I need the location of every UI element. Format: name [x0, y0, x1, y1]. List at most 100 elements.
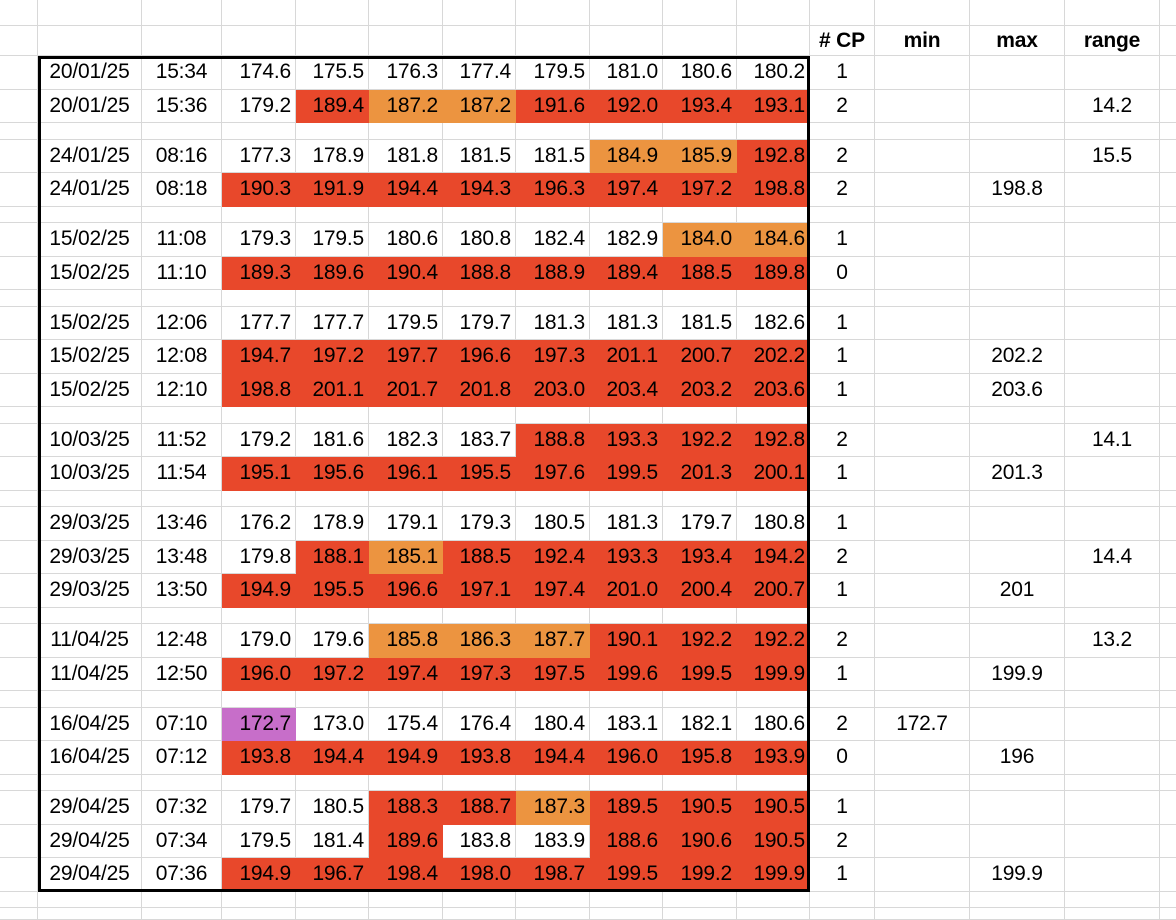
- cell-value[interactable]: 176.2: [222, 507, 296, 541]
- grid-cell[interactable]: [663, 206, 737, 223]
- grid-cell[interactable]: [590, 691, 663, 708]
- cell-range[interactable]: [1065, 306, 1160, 340]
- cell-time[interactable]: 07:32: [142, 791, 222, 825]
- grid-cell[interactable]: [0, 290, 38, 307]
- grid-cell[interactable]: [737, 774, 810, 791]
- grid-cell[interactable]: [590, 774, 663, 791]
- grid-cell[interactable]: [875, 908, 970, 920]
- cell-time[interactable]: 08:18: [142, 173, 222, 207]
- grid-cell[interactable]: [443, 607, 516, 624]
- grid-cell[interactable]: [0, 707, 38, 741]
- cell-value[interactable]: 189.4: [296, 89, 369, 123]
- cell-date[interactable]: 29/03/25: [38, 540, 142, 574]
- cell-date[interactable]: 20/01/25: [38, 89, 142, 123]
- cell-value[interactable]: 188.9: [516, 256, 590, 290]
- grid-cell[interactable]: [296, 490, 369, 507]
- grid-cell[interactable]: [1065, 691, 1160, 708]
- grid-cell[interactable]: [516, 908, 590, 920]
- grid-cell[interactable]: [810, 290, 875, 307]
- cell-value[interactable]: 179.2: [222, 89, 296, 123]
- cell-date[interactable]: 11/04/25: [38, 624, 142, 658]
- cell-range[interactable]: [1065, 707, 1160, 741]
- cell-range[interactable]: 14.2: [1065, 89, 1160, 123]
- grid-cell[interactable]: [0, 891, 38, 908]
- grid-cell[interactable]: [296, 407, 369, 424]
- grid-cell[interactable]: [737, 26, 810, 56]
- grid-cell[interactable]: [369, 290, 443, 307]
- grid-cell[interactable]: [369, 607, 443, 624]
- grid-cell[interactable]: [0, 490, 38, 507]
- cell-value[interactable]: 190.1: [590, 624, 663, 658]
- grid-cell[interactable]: [0, 173, 38, 207]
- cell-max[interactable]: 199.9: [970, 657, 1065, 691]
- cell-value[interactable]: 188.5: [663, 256, 737, 290]
- grid-cell[interactable]: [38, 0, 142, 26]
- grid-cell[interactable]: [737, 206, 810, 223]
- grid-cell[interactable]: [1065, 206, 1160, 223]
- cell-max[interactable]: 201: [970, 574, 1065, 608]
- cell-date[interactable]: 10/03/25: [38, 423, 142, 457]
- grid-cell[interactable]: [516, 774, 590, 791]
- cell-value[interactable]: 179.6: [296, 624, 369, 658]
- cell-value[interactable]: 179.7: [222, 791, 296, 825]
- cell-value[interactable]: 189.3: [222, 256, 296, 290]
- cell-range[interactable]: 14.1: [1065, 423, 1160, 457]
- grid-cell[interactable]: [516, 691, 590, 708]
- grid-cell[interactable]: [222, 26, 296, 56]
- grid-cell[interactable]: [516, 206, 590, 223]
- cell-time[interactable]: 13:48: [142, 540, 222, 574]
- cell-value[interactable]: 189.8: [737, 256, 810, 290]
- cell-min[interactable]: [875, 574, 970, 608]
- grid-cell[interactable]: [663, 26, 737, 56]
- cell-cp[interactable]: 1: [810, 574, 875, 608]
- cell-value[interactable]: 199.5: [663, 657, 737, 691]
- grid-cell[interactable]: [443, 206, 516, 223]
- cell-min[interactable]: [875, 56, 970, 90]
- grid-cell[interactable]: [1160, 491, 1176, 507]
- cell-min[interactable]: [875, 540, 970, 574]
- grid-cell[interactable]: [810, 407, 875, 424]
- cell-cp[interactable]: 0: [810, 741, 875, 775]
- cell-value[interactable]: 197.6: [516, 457, 590, 491]
- cell-value[interactable]: 174.6: [222, 56, 296, 90]
- cell-value[interactable]: 182.1: [663, 707, 737, 741]
- cell-value[interactable]: 197.3: [443, 657, 516, 691]
- grid-cell[interactable]: [875, 691, 970, 708]
- cell-value[interactable]: 195.5: [443, 457, 516, 491]
- grid-cell[interactable]: [590, 26, 663, 56]
- cell-max[interactable]: [970, 707, 1065, 741]
- grid-cell[interactable]: [0, 457, 38, 491]
- grid-cell[interactable]: [296, 891, 369, 908]
- cell-value[interactable]: 189.5: [590, 791, 663, 825]
- cell-value[interactable]: 192.2: [663, 423, 737, 457]
- grid-cell[interactable]: [737, 290, 810, 307]
- cell-cp[interactable]: 1: [810, 306, 875, 340]
- cell-date[interactable]: 11/04/25: [38, 657, 142, 691]
- grid-cell[interactable]: [590, 908, 663, 920]
- grid-cell[interactable]: [142, 774, 222, 791]
- cell-value[interactable]: 197.4: [516, 574, 590, 608]
- cell-value[interactable]: 183.1: [590, 707, 663, 741]
- cell-value[interactable]: 200.7: [737, 574, 810, 608]
- grid-cell[interactable]: [737, 0, 810, 26]
- grid-cell[interactable]: [443, 26, 516, 56]
- grid-cell[interactable]: [0, 26, 38, 56]
- grid-cell[interactable]: [443, 891, 516, 908]
- cell-value[interactable]: 185.8: [369, 624, 443, 658]
- cell-value[interactable]: 181.5: [443, 139, 516, 173]
- cell-value[interactable]: 195.6: [296, 457, 369, 491]
- grid-cell[interactable]: [443, 407, 516, 424]
- grid-cell[interactable]: [0, 223, 38, 257]
- cell-value[interactable]: 198.0: [443, 858, 516, 892]
- cell-range[interactable]: [1065, 373, 1160, 407]
- grid-cell[interactable]: [590, 290, 663, 307]
- grid-cell[interactable]: [810, 206, 875, 223]
- cell-date[interactable]: 15/02/25: [38, 373, 142, 407]
- grid-cell[interactable]: [1160, 140, 1176, 173]
- grid-cell[interactable]: [1160, 56, 1176, 90]
- cell-value[interactable]: 177.4: [443, 56, 516, 90]
- cell-value[interactable]: 198.8: [222, 373, 296, 407]
- grid-cell[interactable]: [142, 290, 222, 307]
- cell-value[interactable]: 194.9: [222, 858, 296, 892]
- grid-cell[interactable]: [222, 774, 296, 791]
